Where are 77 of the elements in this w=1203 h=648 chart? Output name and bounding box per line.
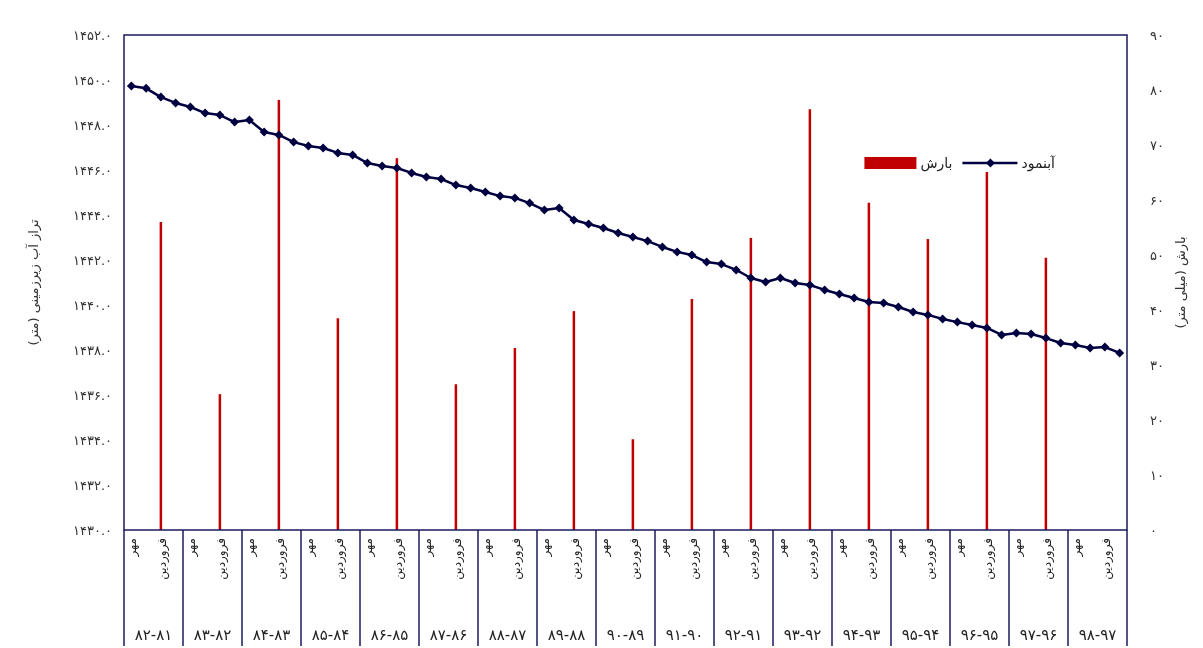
x-tick-label: فروردین (685, 538, 701, 580)
y-tick-label: ۱۴۳۴.۰ (72, 433, 112, 448)
text: ۸۹-۸۸ (547, 626, 586, 644)
x-tick-label: مهر (538, 538, 554, 558)
y2-tick-label: ۷۰ (1150, 138, 1164, 153)
x-tick-label: مهر (302, 538, 318, 558)
x-tick-label: فروردین (331, 538, 347, 580)
y2-tick-label: ۰ (1150, 523, 1157, 538)
text: ۸۸-۸۷ (488, 626, 527, 644)
x-tick-label: فروردین (921, 538, 937, 580)
x-tick-label: مهر (656, 538, 672, 558)
y2-tick-label: ۵۰ (1150, 248, 1164, 263)
x-tick-label: مهر (892, 538, 908, 558)
x-tick-label: مهر (184, 538, 200, 558)
y2-tick-label: ۴۰ (1150, 303, 1164, 318)
text: ۹۲-۹۱ (724, 626, 763, 644)
text: ۸۷-۸۶ (429, 626, 468, 644)
y-tick-label: ۱۴۳۰.۰ (72, 523, 112, 538)
x-tick-label: مهر (774, 538, 790, 558)
x-tick-label: فروردین (980, 538, 996, 580)
y-tick-label: ۱۴۳۲.۰ (72, 478, 112, 493)
x-tick-label: مهر (243, 538, 259, 558)
x-tick-label: مهر (479, 538, 495, 558)
x-tick-label: فروردین (803, 538, 819, 580)
x-tick-label: فروردین (862, 538, 878, 580)
text: ۹۰-۸۹ (606, 626, 645, 644)
x-tick-label: فروردین (154, 538, 170, 580)
x-tick-label: فروردین (744, 538, 760, 580)
y-tick-label: ۱۴۵۰.۰ (72, 73, 112, 88)
x-tick-label: فروردین (508, 538, 524, 580)
text: ۹۸-۹۷ (1078, 626, 1117, 644)
x-tick-label: فروردین (390, 538, 406, 580)
y-tick-label: ۱۴۴۲.۰ (72, 253, 112, 268)
text: ۸۲-۸۱ (134, 626, 173, 644)
x-tick-label: مهر (420, 538, 436, 558)
x-tick-label: فروردین (1039, 538, 1055, 580)
x-tick-label: مهر (833, 538, 849, 558)
y-tick-label: ۱۴۴۶.۰ (72, 163, 112, 178)
text: ۹۱-۹۰ (665, 626, 704, 644)
y2-tick-label: ۸۰ (1150, 83, 1164, 98)
x-tick-label: فروردین (272, 538, 288, 580)
y2-tick-label: ۳۰ (1150, 358, 1164, 373)
y-tick-label: ۱۴۳۸.۰ (72, 343, 112, 358)
y-tick-label: ۱۴۵۲.۰ (72, 28, 112, 43)
text: ۹۴-۹۳ (842, 626, 881, 644)
y2-axis-title: بارش (میلی متر) (1173, 236, 1189, 329)
text: ۹۶-۹۵ (960, 626, 999, 644)
text: ۹۷-۹۶ (1019, 626, 1058, 644)
legend-label: بارش (920, 155, 953, 172)
x-tick-label: فروردین (1098, 538, 1114, 580)
x-tick-label: مهر (951, 538, 967, 558)
y-tick-label: ۱۴۴۸.۰ (72, 118, 112, 133)
text: ۹۵-۹۴ (901, 626, 940, 644)
legend-label: آبنمود (1021, 155, 1057, 172)
x-tick-label: مهر (597, 538, 613, 558)
x-tick-label: مهر (1010, 538, 1026, 558)
x-tick-label: فروردین (449, 538, 465, 580)
y-axis-title: تراز آب زیرزمینی (متر) (25, 219, 42, 346)
y2-tick-label: ۱۰ (1150, 468, 1164, 483)
x-tick-label: مهر (125, 538, 141, 558)
x-tick-label: مهر (715, 538, 731, 558)
y2-tick-label: ۶۰ (1150, 193, 1164, 208)
text: ۹۳-۹۲ (783, 626, 822, 644)
y-tick-label: ۱۴۴۰.۰ (72, 298, 112, 313)
x-tick-label: فروردین (213, 538, 229, 580)
text: ۸۴-۸۳ (252, 626, 291, 644)
y2-tick-label: ۲۰ (1150, 413, 1164, 428)
text: ۸۳-۸۲ (193, 626, 232, 644)
text: ۸۵-۸۴ (311, 626, 350, 644)
x-tick-label: مهر (1069, 538, 1085, 558)
x-tick-label: فروردین (567, 538, 583, 580)
x-tick-label: مهر (361, 538, 377, 558)
text: ۸۶-۸۵ (370, 626, 409, 644)
y-tick-label: ۱۴۴۴.۰ (72, 208, 112, 223)
y-tick-label: ۱۴۳۶.۰ (72, 388, 112, 403)
y2-tick-label: ۹۰ (1150, 28, 1164, 43)
x-tick-label: فروردین (626, 538, 642, 580)
